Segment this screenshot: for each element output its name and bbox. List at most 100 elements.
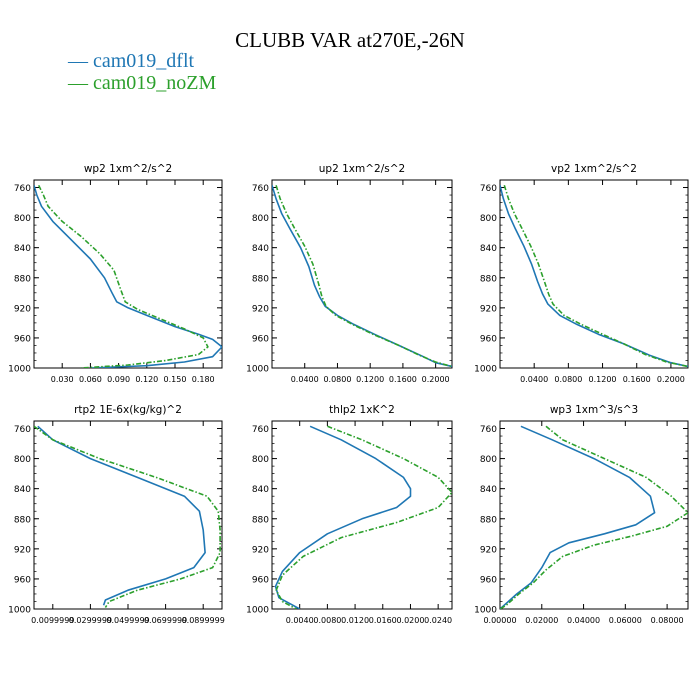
y-tick-label: 760 bbox=[480, 425, 497, 435]
x-tick-label: 0.180 bbox=[192, 375, 215, 384]
y-tick-label: 920 bbox=[252, 545, 269, 555]
x-tick-label: 0.030 bbox=[51, 375, 74, 384]
series-line-nozm bbox=[275, 425, 452, 609]
plot-frame bbox=[499, 179, 689, 369]
y-tick-label: 880 bbox=[14, 515, 31, 525]
y-tick-label: 960 bbox=[252, 334, 269, 344]
x-tick-label: 0.1600 bbox=[623, 375, 651, 384]
x-tick-label: 0.150 bbox=[164, 375, 187, 384]
plot-frame bbox=[33, 179, 223, 369]
series-line-dflt bbox=[274, 425, 412, 609]
x-tick-label: 0.06000 bbox=[609, 616, 642, 625]
x-tick-label: 0.060 bbox=[79, 375, 102, 384]
chart-title: rtp2 1E-6x(kg/kg)^2 bbox=[74, 404, 182, 416]
legend-item-dflt: — cam019_dflt bbox=[68, 50, 194, 73]
x-tick-label: 0.0200 bbox=[396, 616, 424, 625]
x-tick-label: 0.0080 bbox=[313, 616, 341, 625]
y-tick-label: 760 bbox=[252, 184, 269, 194]
y-tick-label: 920 bbox=[480, 545, 497, 555]
chart-panel: vp2 1xm^2/s^2 760 800 840 880 920 960 1000 0.040… bbox=[474, 163, 689, 384]
legend-line-symbol: — bbox=[68, 50, 88, 72]
x-tick-label: 0.0299999 bbox=[69, 616, 112, 625]
x-tick-label: 0.0240 bbox=[424, 616, 452, 625]
y-tick-label: 920 bbox=[14, 304, 31, 314]
y-tick-label: 800 bbox=[252, 214, 269, 224]
y-tick-label: 920 bbox=[252, 304, 269, 314]
x-tick-label: 0.0400 bbox=[291, 375, 319, 384]
x-tick-label: 0.2000 bbox=[657, 375, 685, 384]
series-line-dflt bbox=[37, 425, 206, 606]
x-tick-label: 0.00000 bbox=[483, 616, 516, 625]
x-tick-label: 0.0800 bbox=[554, 375, 582, 384]
x-tick-label: 0.1200 bbox=[356, 375, 384, 384]
x-tick-label: 0.02000 bbox=[525, 616, 558, 625]
y-tick-label: 800 bbox=[14, 455, 31, 465]
x-tick-label: 0.0899999 bbox=[182, 616, 225, 625]
y-tick-label: 760 bbox=[252, 425, 269, 435]
series-line-nozm bbox=[500, 425, 688, 609]
y-tick-label: 800 bbox=[14, 214, 31, 224]
series-line-nozm bbox=[275, 185, 452, 368]
y-tick-label: 960 bbox=[14, 334, 31, 344]
y-tick-label: 960 bbox=[252, 575, 269, 585]
chart-panel: wp2 1xm^2/s^2 760 800 840 880 920 960 1000 0.030… bbox=[8, 163, 223, 384]
x-tick-label: 0.120 bbox=[135, 375, 158, 384]
x-tick-label: 0.0120 bbox=[341, 616, 369, 625]
series-line-nozm bbox=[34, 425, 221, 608]
series-line-nozm bbox=[37, 184, 209, 368]
chart-title: vp2 1xm^2/s^2 bbox=[551, 163, 637, 175]
x-tick-label: 0.0800 bbox=[323, 375, 351, 384]
chart-panel: rtp2 1E-6x(kg/kg)^2 760 800 840 880 920 960 100… bbox=[8, 404, 225, 625]
y-tick-label: 880 bbox=[480, 515, 497, 525]
y-tick-label: 960 bbox=[480, 334, 497, 344]
y-tick-label: 760 bbox=[14, 425, 31, 435]
chart-title: wp3 1xm^3/s^3 bbox=[550, 404, 638, 416]
y-tick-label: 880 bbox=[480, 274, 497, 284]
y-tick-label: 920 bbox=[480, 304, 497, 314]
legend-label: cam019_dflt bbox=[93, 50, 195, 72]
x-tick-label: 0.1200 bbox=[589, 375, 617, 384]
legend-item-nozm: — cam019_noZM bbox=[68, 72, 216, 95]
x-tick-label: 0.04000 bbox=[567, 616, 600, 625]
y-tick-label: 840 bbox=[480, 244, 497, 254]
page-title: CLUBB VAR at270E,-26N bbox=[235, 28, 465, 52]
y-tick-label: 960 bbox=[480, 575, 497, 585]
series-line-dflt bbox=[34, 185, 222, 368]
x-tick-label: 0.0699999 bbox=[144, 616, 187, 625]
legend-label: cam019_noZM bbox=[93, 72, 217, 94]
y-tick-label: 920 bbox=[14, 545, 31, 555]
x-tick-label: 0.090 bbox=[107, 375, 130, 384]
y-tick-label: 1000 bbox=[8, 365, 31, 375]
plot-frame bbox=[271, 420, 453, 610]
series-line-nozm bbox=[503, 185, 688, 368]
y-tick-label: 880 bbox=[14, 274, 31, 284]
y-tick-label: 1000 bbox=[474, 365, 497, 375]
x-tick-label: 0.0040 bbox=[286, 616, 314, 625]
y-tick-label: 1000 bbox=[474, 606, 497, 616]
y-tick-label: 1000 bbox=[246, 365, 269, 375]
y-tick-label: 960 bbox=[14, 575, 31, 585]
y-tick-label: 880 bbox=[252, 274, 269, 284]
x-tick-label: 0.0160 bbox=[369, 616, 397, 625]
chart-title: wp2 1xm^2/s^2 bbox=[84, 163, 172, 175]
x-tick-label: 0.2000 bbox=[422, 375, 450, 384]
y-tick-label: 840 bbox=[14, 244, 31, 254]
x-tick-label: 0.0499999 bbox=[106, 616, 149, 625]
y-tick-label: 800 bbox=[480, 214, 497, 224]
y-tick-label: 760 bbox=[480, 184, 497, 194]
y-tick-label: 840 bbox=[252, 244, 269, 254]
x-tick-label: 0.08000 bbox=[651, 616, 684, 625]
chart-panel: up2 1xm^2/s^2 760 800 840 880 920 960 1000 0.040… bbox=[246, 163, 453, 384]
plot-frame bbox=[499, 420, 689, 610]
chart-title: up2 1xm^2/s^2 bbox=[319, 163, 405, 175]
y-tick-label: 880 bbox=[252, 515, 269, 525]
series-line-dflt bbox=[500, 425, 656, 609]
y-tick-label: 800 bbox=[480, 455, 497, 465]
chart-title: thlp2 1xK^2 bbox=[329, 404, 395, 416]
y-tick-label: 1000 bbox=[8, 606, 31, 616]
x-tick-label: 0.0400 bbox=[520, 375, 548, 384]
y-tick-label: 800 bbox=[252, 455, 269, 465]
plot-frame bbox=[33, 420, 223, 610]
